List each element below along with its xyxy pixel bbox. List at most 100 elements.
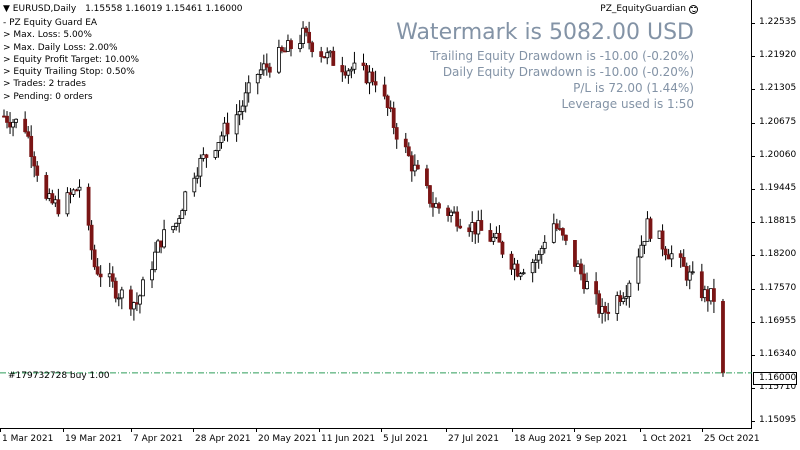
candle-body xyxy=(669,253,674,260)
candle-body xyxy=(255,74,260,84)
time-axis[interactable]: 1 Mar 2021 19 Mar 2021 7 Apr 2021 28 Apr 20… xyxy=(0,429,760,450)
candle-body xyxy=(370,71,375,83)
candle-body xyxy=(518,273,523,277)
watermark-title: Watermark is 5082.00 USD xyxy=(396,20,694,45)
ea-status-panel: - PZ Equity Guard EA > Max. Loss: 5.00% … xyxy=(3,17,139,103)
candle-body xyxy=(71,189,76,195)
candle-body xyxy=(428,185,432,204)
smiley-icon[interactable] xyxy=(689,4,698,14)
symbol-label: EURUSD,Daily xyxy=(12,4,77,14)
candle-body xyxy=(364,65,369,84)
candle-body xyxy=(177,218,182,224)
chart-area[interactable]: ▼ EURUSD,Daily 1.15558 1.16019 1.15461 1… xyxy=(0,0,752,429)
price-tick-label: 1.21920 xyxy=(759,50,797,61)
candle-body xyxy=(258,69,263,75)
candle-body xyxy=(11,121,15,128)
candle-body xyxy=(542,241,547,249)
candle-body xyxy=(512,263,517,270)
candle-body xyxy=(467,227,472,233)
candle-body xyxy=(283,50,287,53)
candle-body xyxy=(116,297,121,300)
candle-body xyxy=(204,154,209,158)
candle-body xyxy=(412,164,417,172)
candle-body xyxy=(26,131,31,137)
date-tick-label: 25 Oct 2021 xyxy=(704,434,760,444)
candle-body xyxy=(180,210,185,219)
candle-body xyxy=(560,228,565,236)
candle-body xyxy=(557,228,562,230)
candle-body xyxy=(684,266,689,281)
candle-body xyxy=(663,248,668,256)
collapse-arrow-icon[interactable]: ▼ xyxy=(3,4,10,14)
candle-body xyxy=(639,244,644,258)
candle-body xyxy=(47,193,52,199)
candle-body xyxy=(183,191,188,212)
candle-body xyxy=(394,127,399,140)
candle-body xyxy=(699,271,704,299)
expert-advisor-indicator[interactable]: PZ_EquityGuardian xyxy=(600,3,698,15)
candle-body xyxy=(119,289,124,299)
candle-body xyxy=(23,118,28,133)
candle-body xyxy=(573,240,577,267)
candle-body xyxy=(234,114,239,135)
candle-body xyxy=(68,192,73,195)
candle-body xyxy=(153,251,157,271)
price-tick-label: 1.21305 xyxy=(759,83,797,94)
candle-body xyxy=(597,293,602,314)
candle-body xyxy=(65,192,70,215)
candle-body xyxy=(425,168,429,187)
candle-body xyxy=(660,230,665,250)
price-tick-label: 1.20675 xyxy=(759,116,797,127)
candle-body xyxy=(554,223,559,229)
candle-body xyxy=(627,282,632,297)
candle-body xyxy=(606,311,611,314)
candle-body xyxy=(409,155,414,172)
candle-body xyxy=(702,289,707,299)
daily-drawdown-text: Daily Equity Drawdown is -10.00 (-0.20%) xyxy=(442,65,694,79)
candle-body xyxy=(107,273,112,278)
price-tick-label: 1.16955 xyxy=(759,315,797,326)
candle-body xyxy=(636,256,641,284)
candle-body xyxy=(138,295,142,305)
ea-line: > Equity Trailing Stop: 0.50% xyxy=(3,67,135,78)
price-tick-label: 1.18200 xyxy=(759,249,797,260)
candle-body xyxy=(533,259,538,263)
candle-body xyxy=(406,146,411,157)
date-tick-label: 9 Sep 2021 xyxy=(576,434,628,444)
candle-body xyxy=(289,40,293,50)
candle-body xyxy=(222,122,227,137)
candle-body xyxy=(340,65,345,73)
candle-body xyxy=(382,84,387,97)
candle-body xyxy=(141,279,145,297)
candle-body xyxy=(721,301,725,374)
candle-body xyxy=(666,254,671,260)
candle-body xyxy=(92,249,97,268)
candle-body xyxy=(162,229,167,248)
candle-body xyxy=(500,241,505,255)
candle-body xyxy=(286,40,290,52)
candle-body xyxy=(95,266,100,275)
ea-line: > Max. Daily Loss: 2.00% xyxy=(3,42,118,53)
candle-body xyxy=(150,269,154,281)
candle-body xyxy=(551,223,556,243)
candle-body xyxy=(159,240,163,248)
candle-body xyxy=(449,211,453,216)
candle-body xyxy=(310,42,315,53)
ea-line: > Equity Profit Target: 10.00% xyxy=(3,54,140,65)
candle-body xyxy=(2,115,6,118)
candle-body xyxy=(240,105,245,112)
price-tick-label: 1.18815 xyxy=(759,216,797,227)
candle-body xyxy=(624,296,629,299)
price-axis[interactable]: 1.22535 1.21920 1.21305 1.20675 1.20060 1.194… xyxy=(752,0,800,429)
candle-body xyxy=(687,271,692,281)
candle-body xyxy=(325,52,330,59)
candle-body xyxy=(135,302,139,305)
candle-body xyxy=(77,186,82,191)
candle-body xyxy=(403,138,408,148)
candle-body xyxy=(352,62,357,70)
date-tick-label: 18 Aug 2021 xyxy=(514,434,572,444)
candle-body xyxy=(89,224,94,251)
candle-body xyxy=(391,107,396,128)
order-line-label[interactable]: #179732728 buy 1.00 xyxy=(8,371,110,381)
candle-body xyxy=(225,122,230,135)
